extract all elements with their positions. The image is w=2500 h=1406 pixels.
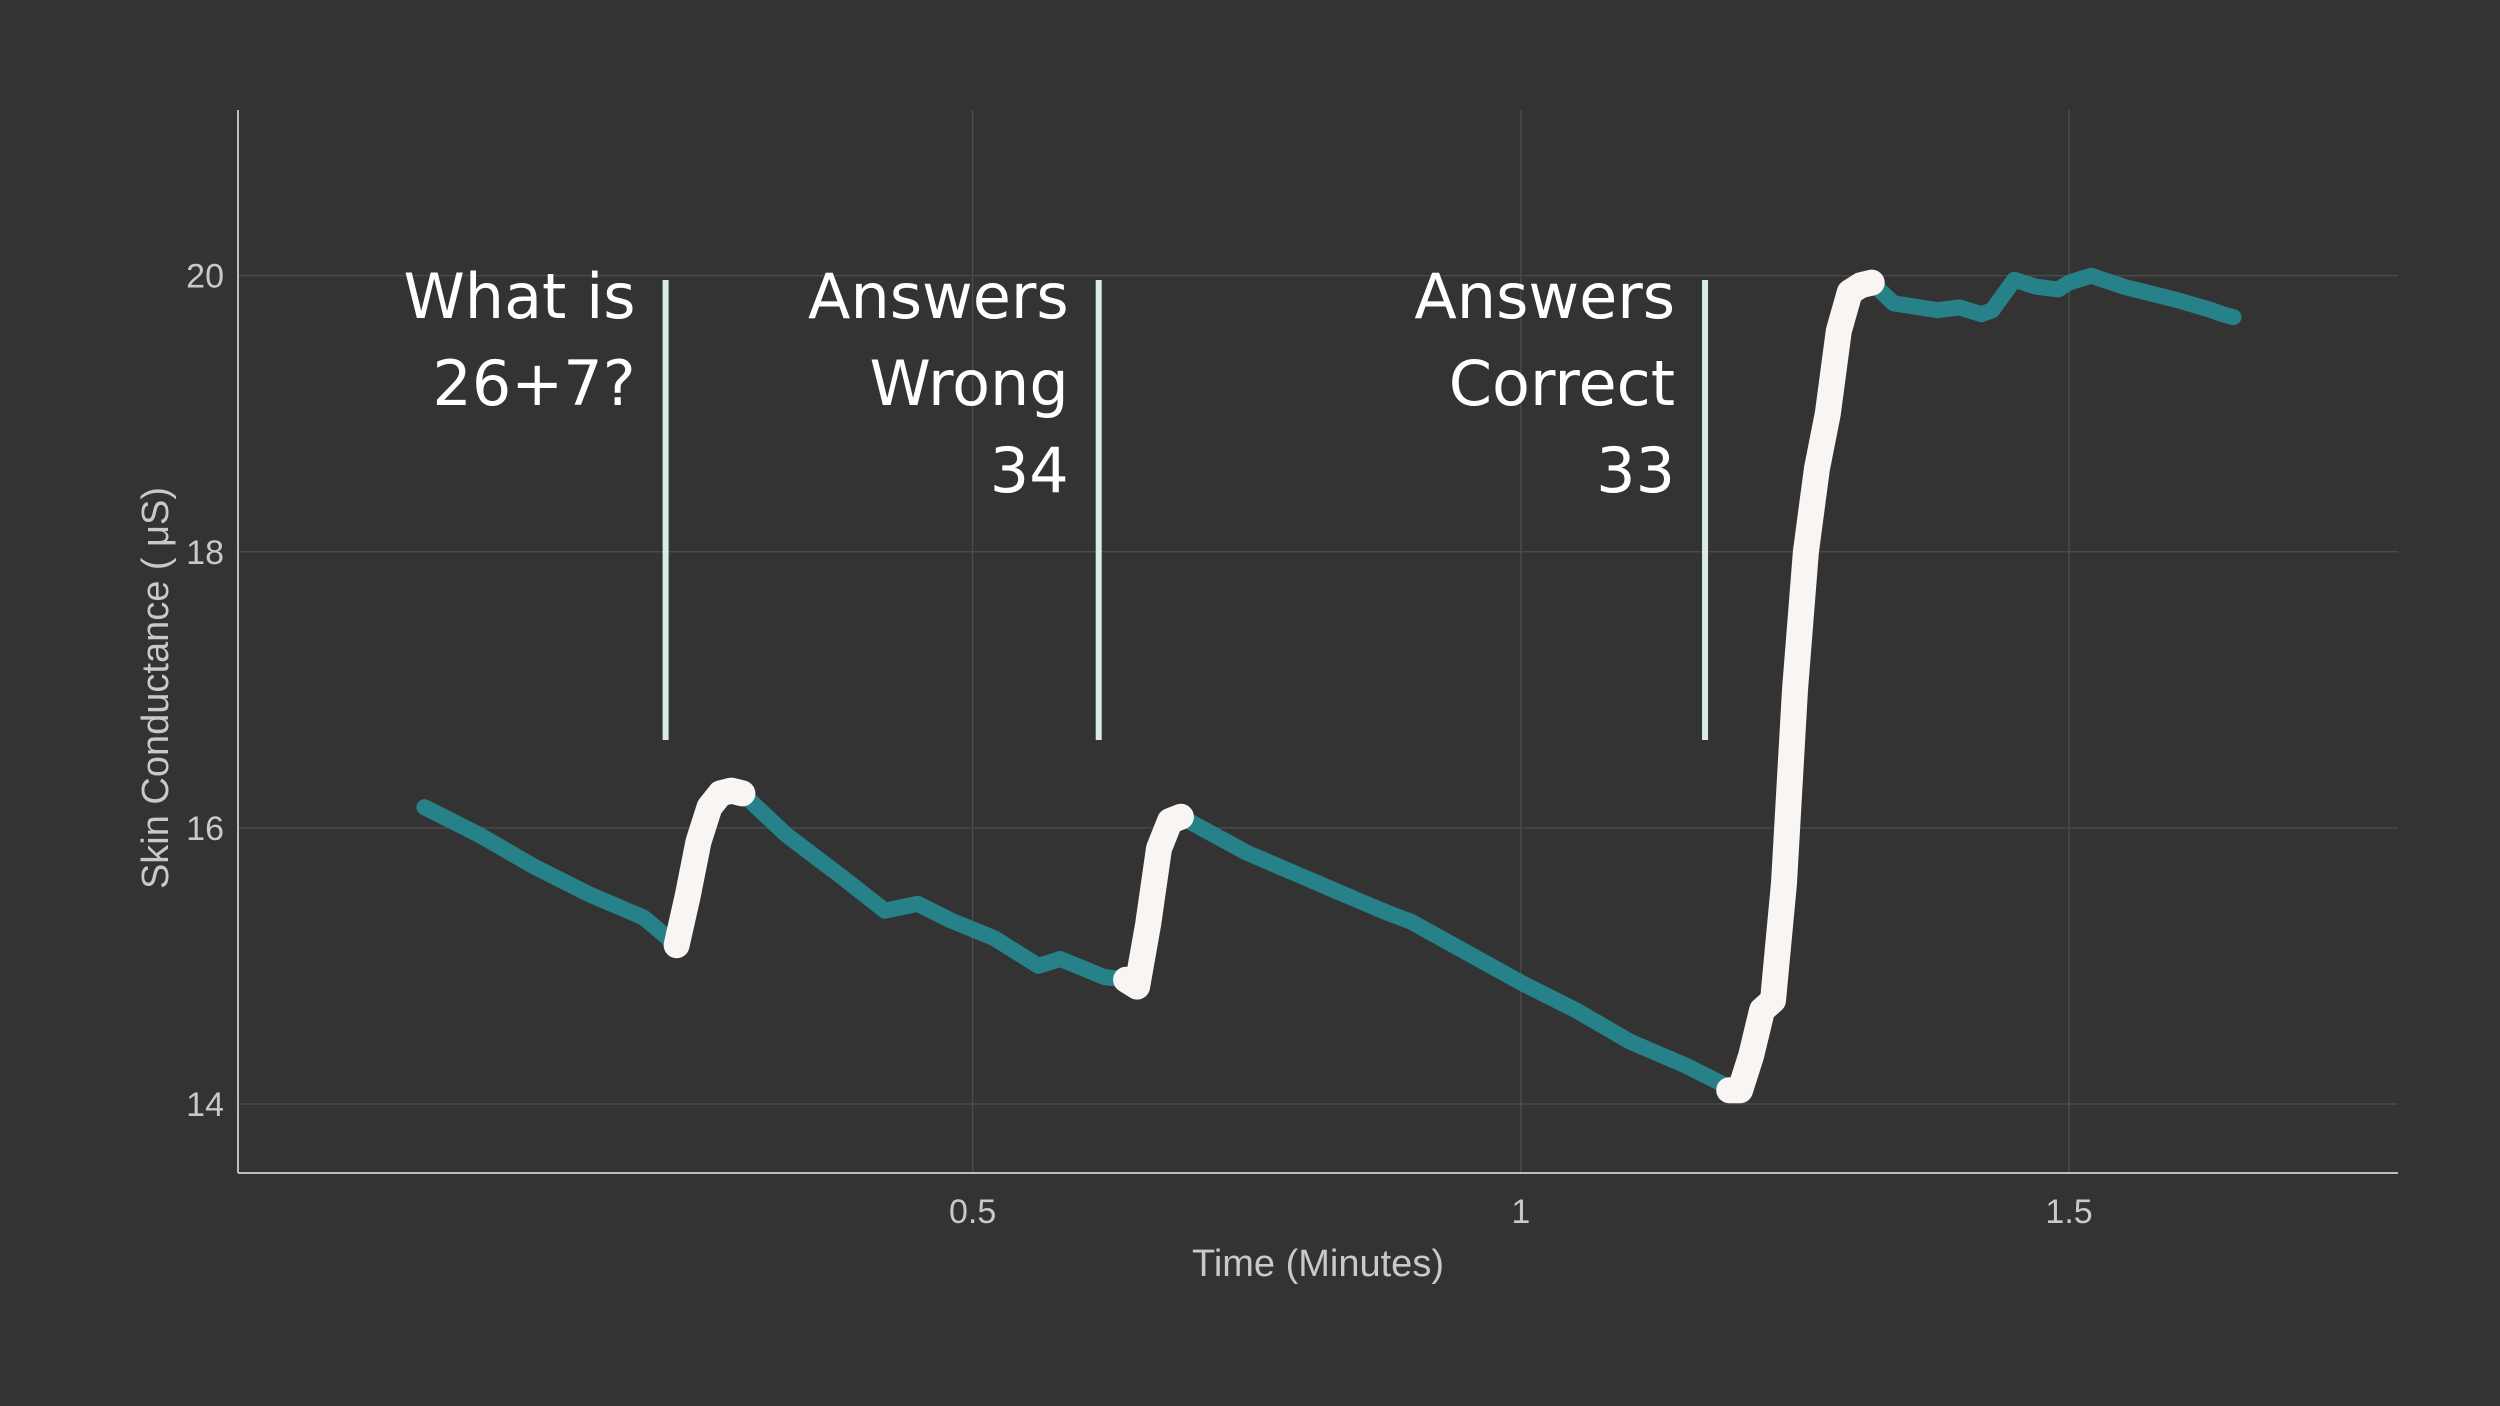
- series: [416, 267, 2242, 1104]
- y-axis-label: Skin Conductance ( μS): [135, 487, 177, 889]
- y-tick-label: 18: [186, 534, 224, 572]
- y-tick-label: 16: [186, 810, 224, 848]
- response-segment-line: [1113, 803, 1194, 1000]
- x-axis-label: Time (Minutes): [1192, 1243, 1444, 1285]
- annotation-text: Answers: [808, 260, 1069, 333]
- annotation-text: Answers: [1414, 260, 1675, 333]
- baseline-segment-line: [1172, 808, 1738, 1096]
- tick-labels: 14 16 18 20 0.5 1 1.5: [186, 258, 2093, 1231]
- baseline-segment-line: [416, 799, 685, 954]
- y-tick-label: 14: [186, 1086, 224, 1124]
- annotation-text: 34: [990, 434, 1069, 507]
- annotation: Answers Wrong 34: [808, 260, 1102, 740]
- annotation-text: 33: [1596, 434, 1675, 507]
- annotation-text: Correct: [1449, 347, 1675, 420]
- response-segment-line: [1716, 269, 1885, 1104]
- baseline-segment-line: [734, 785, 1135, 988]
- annotation-text: Wrong: [869, 347, 1068, 420]
- axes: [237, 110, 2398, 1174]
- y-tick-label: 20: [186, 258, 224, 296]
- baseline-segment-line: [1863, 267, 2242, 326]
- annotation: Answers Correct 33: [1414, 260, 1709, 740]
- x-tick-label: 1: [1511, 1193, 1530, 1231]
- annotations: What is 26+7? Answers Wrong 34 Answers Correct…: [403, 260, 1709, 740]
- response-segment-line: [663, 777, 756, 959]
- annotation-text: What is: [403, 260, 635, 333]
- annotation: What is 26+7?: [403, 260, 669, 740]
- x-tick-label: 0.5: [949, 1193, 996, 1231]
- x-tick-label: 1.5: [2045, 1193, 2092, 1231]
- annotation-text: 26+7?: [432, 347, 635, 420]
